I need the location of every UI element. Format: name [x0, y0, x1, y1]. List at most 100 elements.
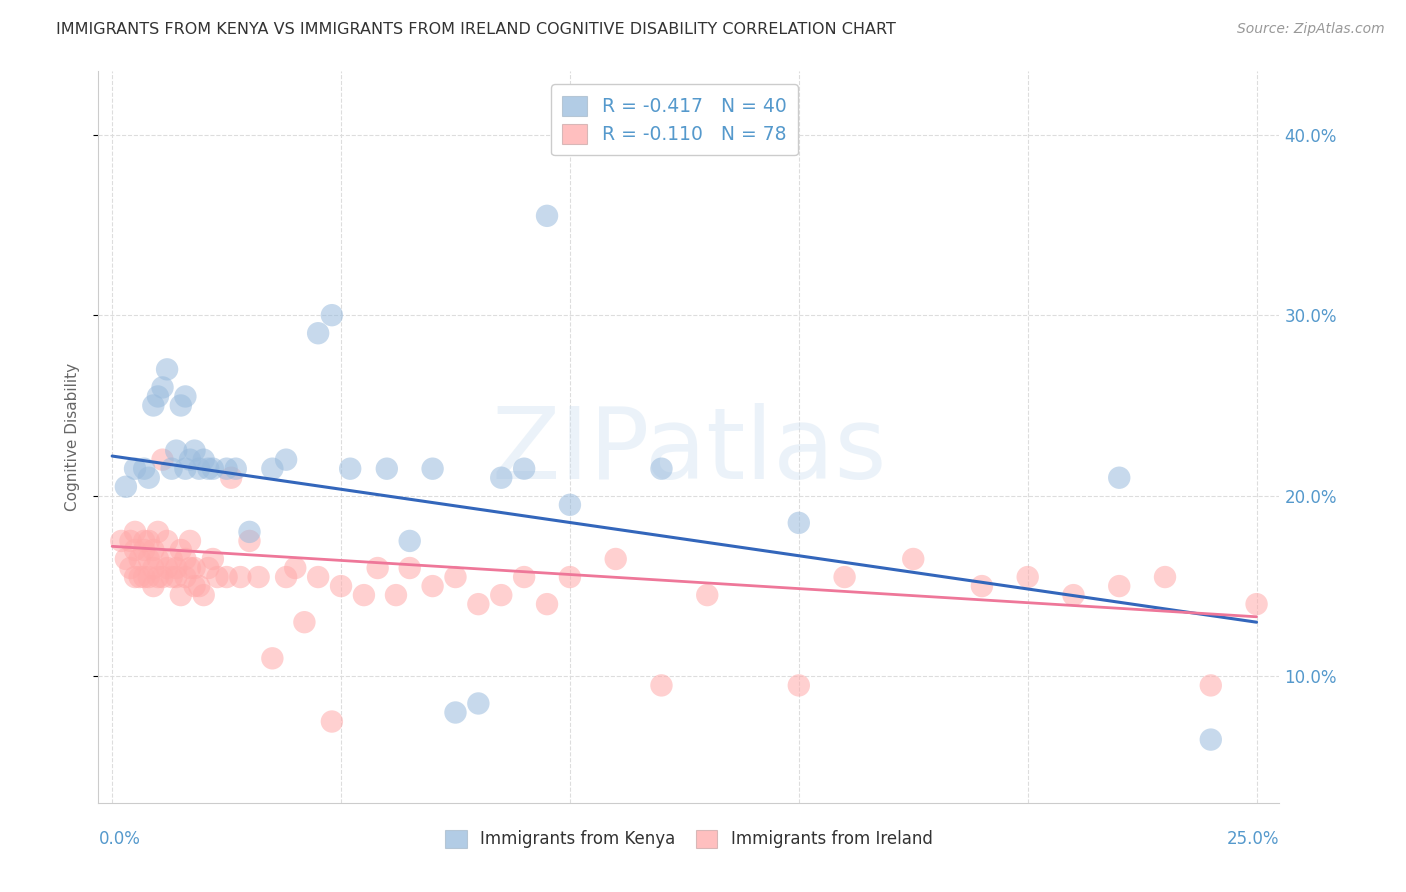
- Point: [491, 588, 513, 602]
- Point: [115, 480, 138, 494]
- Point: [134, 543, 156, 558]
- Point: [160, 461, 183, 475]
- Point: [156, 561, 179, 575]
- Point: [120, 561, 142, 575]
- Point: [834, 570, 856, 584]
- Point: [179, 533, 201, 548]
- Point: [513, 570, 536, 584]
- Point: [284, 561, 307, 575]
- Point: [650, 461, 672, 475]
- Point: [375, 461, 398, 475]
- Point: [188, 461, 211, 475]
- Point: [467, 597, 489, 611]
- Point: [124, 543, 146, 558]
- Point: [138, 570, 160, 584]
- Point: [134, 461, 156, 475]
- Point: [152, 452, 174, 467]
- Point: [491, 471, 513, 485]
- Point: [138, 533, 160, 548]
- Point: [183, 443, 205, 458]
- Point: [115, 552, 138, 566]
- Point: [215, 570, 238, 584]
- Point: [787, 516, 810, 530]
- Point: [179, 452, 201, 467]
- Point: [696, 588, 718, 602]
- Point: [398, 561, 420, 575]
- Point: [367, 561, 389, 575]
- Point: [152, 570, 174, 584]
- Point: [558, 570, 581, 584]
- Point: [174, 552, 197, 566]
- Point: [650, 678, 672, 692]
- Point: [165, 561, 187, 575]
- Point: [146, 524, 169, 539]
- Point: [183, 561, 205, 575]
- Point: [903, 552, 925, 566]
- Point: [307, 570, 329, 584]
- Point: [215, 461, 238, 475]
- Point: [124, 524, 146, 539]
- Point: [219, 471, 242, 485]
- Point: [1246, 597, 1268, 611]
- Point: [165, 570, 187, 584]
- Point: [262, 461, 284, 475]
- Point: [128, 552, 150, 566]
- Point: [321, 714, 343, 729]
- Point: [321, 308, 343, 322]
- Point: [124, 461, 146, 475]
- Point: [183, 579, 205, 593]
- Point: [225, 461, 247, 475]
- Point: [353, 588, 375, 602]
- Point: [1199, 732, 1222, 747]
- Legend: Immigrants from Kenya, Immigrants from Ireland: Immigrants from Kenya, Immigrants from I…: [437, 822, 941, 856]
- Point: [274, 570, 297, 584]
- Point: [160, 570, 183, 584]
- Text: Source: ZipAtlas.com: Source: ZipAtlas.com: [1237, 22, 1385, 37]
- Point: [138, 471, 160, 485]
- Point: [1108, 579, 1130, 593]
- Point: [146, 552, 169, 566]
- Point: [238, 533, 260, 548]
- Point: [307, 326, 329, 341]
- Point: [128, 570, 150, 584]
- Point: [174, 461, 197, 475]
- Point: [170, 543, 193, 558]
- Point: [134, 570, 156, 584]
- Point: [165, 443, 187, 458]
- Point: [160, 552, 183, 566]
- Point: [156, 362, 179, 376]
- Point: [536, 209, 558, 223]
- Point: [193, 452, 215, 467]
- Point: [142, 579, 165, 593]
- Point: [422, 579, 444, 593]
- Point: [229, 570, 252, 584]
- Point: [422, 461, 444, 475]
- Point: [444, 570, 467, 584]
- Point: [142, 561, 165, 575]
- Point: [339, 461, 361, 475]
- Point: [124, 570, 146, 584]
- Point: [444, 706, 467, 720]
- Point: [170, 588, 193, 602]
- Point: [1199, 678, 1222, 692]
- Point: [262, 651, 284, 665]
- Point: [294, 615, 316, 630]
- Point: [605, 552, 627, 566]
- Point: [536, 597, 558, 611]
- Point: [558, 498, 581, 512]
- Point: [247, 570, 270, 584]
- Text: ZIPatlas: ZIPatlas: [491, 403, 887, 500]
- Point: [138, 552, 160, 566]
- Point: [197, 461, 219, 475]
- Point: [142, 543, 165, 558]
- Point: [142, 399, 165, 413]
- Point: [110, 533, 132, 548]
- Point: [152, 380, 174, 394]
- Point: [170, 399, 193, 413]
- Text: 25.0%: 25.0%: [1227, 830, 1279, 847]
- Point: [146, 570, 169, 584]
- Point: [156, 533, 179, 548]
- Point: [197, 561, 219, 575]
- Point: [146, 389, 169, 403]
- Point: [238, 524, 260, 539]
